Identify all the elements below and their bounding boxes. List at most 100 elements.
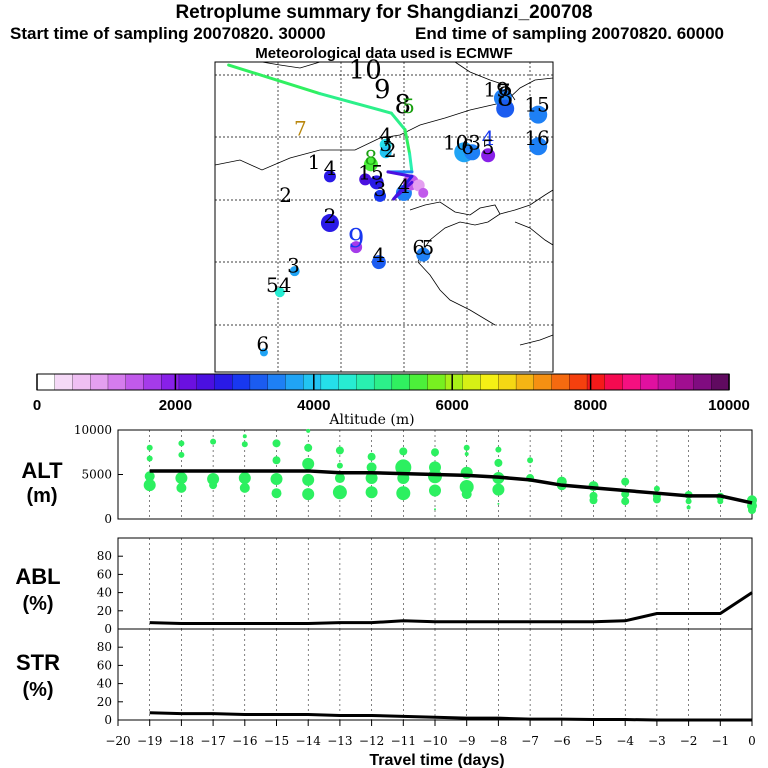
track-segment xyxy=(403,128,412,156)
colorbar-cell xyxy=(480,373,499,391)
centroid-marker xyxy=(320,214,339,233)
x-tick-label: −12 xyxy=(359,734,384,748)
alt-scatter-point xyxy=(178,451,185,458)
colorbar-tick-label: 8000 xyxy=(574,397,607,414)
x-tick-label: −13 xyxy=(327,734,352,748)
alt-scatter-point xyxy=(302,488,315,501)
str-line xyxy=(149,711,752,722)
x-tick-label: 0 xyxy=(748,734,756,748)
abl-axis-unit: (%) xyxy=(22,593,53,615)
x-tick-label: −7 xyxy=(521,734,539,748)
colorbar-tick-label: 10000 xyxy=(708,397,750,414)
alt-axis-label: ALT xyxy=(21,458,63,483)
colorbar-cell xyxy=(551,373,570,391)
x-tick-label: −2 xyxy=(680,734,698,748)
colorbar-cell xyxy=(391,373,411,391)
centroid-marker xyxy=(350,241,363,254)
y-tick-label: 10000 xyxy=(74,423,112,437)
colorbar-cell xyxy=(143,373,162,391)
map-label: 2 xyxy=(384,138,397,162)
centroid-marker xyxy=(418,187,429,198)
colorbar-cell xyxy=(125,373,145,391)
map-label: 5 xyxy=(402,94,415,118)
x-tick-label: −6 xyxy=(553,734,571,748)
alt-scatter-point xyxy=(146,444,153,451)
x-axis-title: Travel time (days) xyxy=(369,752,504,768)
alt-scatter-point xyxy=(144,471,155,482)
retroplume-centroids xyxy=(259,89,548,357)
alt-scatter-point xyxy=(334,473,345,484)
map-label: 4 xyxy=(373,243,386,267)
colorbar-cell xyxy=(356,373,375,391)
map-label: 2 xyxy=(324,204,337,228)
str-y-ticks: 80 60 40 20 0 xyxy=(97,640,123,727)
centroid-marker xyxy=(369,175,384,190)
colorbar-cell xyxy=(36,373,56,391)
coast-korea xyxy=(514,221,554,246)
map-frame xyxy=(214,61,554,373)
y-tick-label: 20 xyxy=(97,695,112,709)
x-tick-label: −9 xyxy=(458,734,476,748)
map-label: 1 xyxy=(308,150,321,174)
centroid-marker xyxy=(529,105,548,124)
y-tick-label: 60 xyxy=(97,567,112,581)
alt-scatter-point xyxy=(336,462,343,469)
alt-scatter-point xyxy=(497,502,500,505)
alt-scatter-point xyxy=(271,488,282,499)
colorbar-cell xyxy=(232,373,251,391)
alt-scatter-point xyxy=(652,495,661,504)
chart-title: Retroplume summary for Shangdianzi_20070… xyxy=(175,2,593,23)
centroid-marker xyxy=(374,189,387,202)
alt-scatter-point xyxy=(242,434,247,439)
y-tick-label: 80 xyxy=(97,549,112,563)
colorbar-cell xyxy=(214,373,233,391)
map-borders xyxy=(214,61,554,346)
alt-scatter-point xyxy=(366,462,377,473)
map-label: 19 xyxy=(483,78,508,102)
map-label: 3 xyxy=(379,132,392,156)
abl-panel: ABL (%) 80 60 40 20 0 xyxy=(15,537,753,636)
alt-scatter-point xyxy=(463,444,470,451)
track-segment xyxy=(389,111,407,132)
map-label: 3 xyxy=(374,177,387,201)
map-label: 7 xyxy=(294,117,307,141)
x-tick-label: −15 xyxy=(264,734,289,748)
alt-scatter-point xyxy=(272,439,281,448)
alt-scatter-point xyxy=(399,447,408,456)
start-time: Start time of sampling 20070820. 30000 xyxy=(10,24,326,43)
alt-scatter-point xyxy=(306,428,311,433)
alt-scatter-point xyxy=(239,482,250,493)
border-northeast xyxy=(454,61,516,101)
centroid-marker xyxy=(289,266,300,277)
x-tick-label: −4 xyxy=(616,734,634,748)
alt-scatter-point xyxy=(241,441,248,448)
alt-y-ticks: 10000 5000 0 xyxy=(74,423,123,526)
x-tick-label: −19 xyxy=(137,734,162,748)
colorbar-cell xyxy=(303,373,322,391)
track-segment xyxy=(386,170,414,178)
map-label: 9 xyxy=(348,224,365,254)
alt-scatter-point xyxy=(459,479,474,494)
track-segment xyxy=(408,152,414,174)
panel-gridlines xyxy=(149,430,721,720)
map-label: 4 xyxy=(398,174,411,198)
colorbar-cell xyxy=(657,373,677,391)
alt-scatter-point xyxy=(207,472,220,485)
alt-scatter-point xyxy=(748,506,756,515)
alt-scatter-point xyxy=(146,455,153,462)
abl-line xyxy=(149,591,753,626)
colorbar-cell xyxy=(533,373,553,391)
y-tick-label: 5000 xyxy=(81,468,112,482)
alt-scatter-point xyxy=(621,477,630,486)
alt-scatter-point xyxy=(431,448,439,457)
alt-scatter-point xyxy=(304,443,313,452)
colorbar-cell xyxy=(54,373,74,391)
colorbar-cell xyxy=(72,373,91,391)
x-tick-label: −16 xyxy=(232,734,257,748)
y-tick-label: 40 xyxy=(97,586,112,600)
alt-scatter-point xyxy=(717,498,724,505)
map-label: 6 xyxy=(412,236,425,260)
colorbar-cell xyxy=(161,373,180,391)
